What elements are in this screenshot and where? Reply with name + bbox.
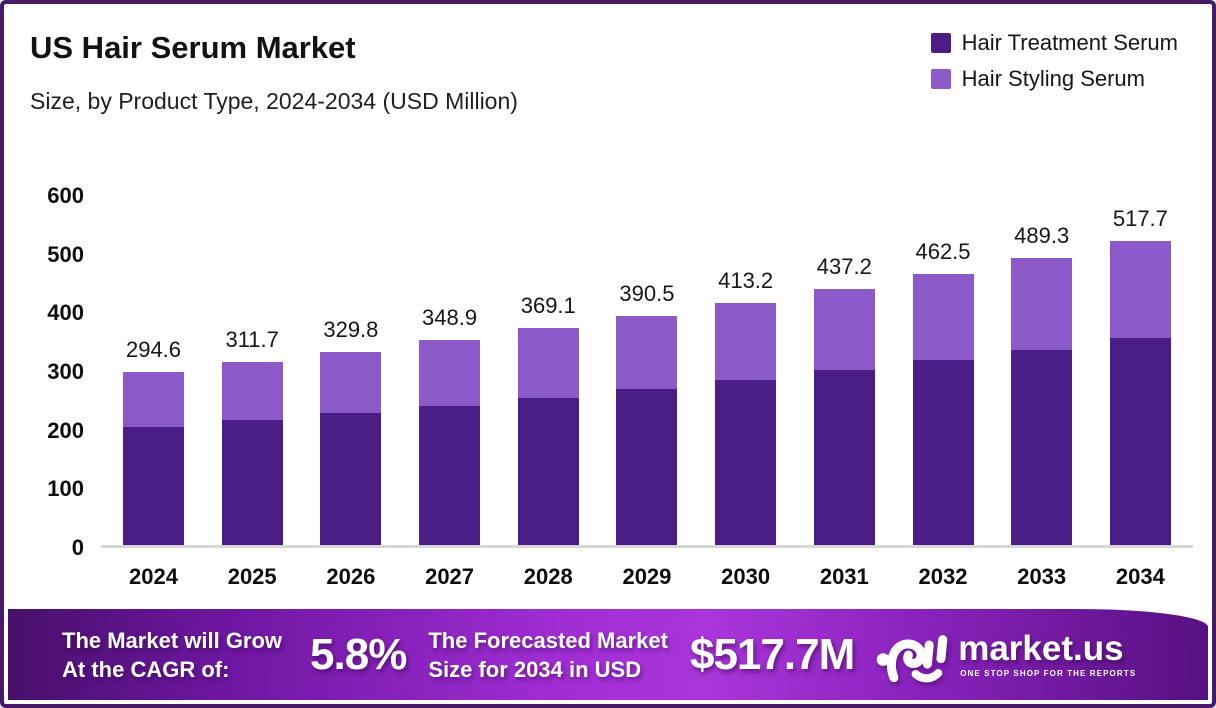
brand-name: market.us bbox=[958, 628, 1124, 668]
bar-segment-styling bbox=[1109, 241, 1171, 339]
y-tick-label: 600 bbox=[47, 183, 84, 208]
bar-segment-treatment bbox=[1109, 338, 1171, 545]
bar-total-label: 348.9 bbox=[422, 305, 478, 331]
bar-stack bbox=[221, 362, 283, 545]
bar-segment-treatment bbox=[616, 388, 678, 545]
x-axis-label-2034: 2034 bbox=[1115, 564, 1165, 589]
x-axis-label-2031: 2031 bbox=[819, 564, 869, 589]
bar-segment-styling bbox=[1011, 257, 1073, 350]
bar-stack bbox=[813, 288, 875, 545]
plot-area: 294.6 311.7 329.8 348.9 369.1 390.5 413.2 437.2… bbox=[101, 196, 1193, 548]
bar-stack bbox=[517, 328, 579, 545]
bar-group-2028: 369.1 bbox=[517, 293, 579, 545]
cagr-label-line1: The Market will Grow bbox=[62, 627, 283, 653]
bar-stack bbox=[1109, 241, 1171, 545]
bar-total-label: 517.7 bbox=[1112, 206, 1168, 232]
bar-group-2034: 517.7 bbox=[1109, 206, 1171, 545]
x-axis-label-2030: 2030 bbox=[721, 564, 771, 589]
x-axis-label-2033: 2033 bbox=[1017, 564, 1067, 589]
bar-group-2032: 462.5 bbox=[912, 238, 974, 545]
bar-stack bbox=[419, 340, 481, 545]
page-subtitle: Size, by Product Type, 2024-2034 (USD Mi… bbox=[30, 88, 518, 114]
bar-stack bbox=[1011, 257, 1073, 545]
x-axis-label-2027: 2027 bbox=[425, 564, 475, 589]
bar-stack bbox=[320, 351, 382, 545]
bar-total-label: 390.5 bbox=[619, 280, 675, 306]
summary-banner: The Market will Grow At the CAGR of: 5.8… bbox=[8, 609, 1208, 700]
x-axis-label-2024: 2024 bbox=[129, 564, 178, 589]
bar-stack bbox=[912, 273, 974, 545]
bar-segment-styling bbox=[320, 351, 382, 414]
cagr-value: 5.8% bbox=[310, 629, 407, 679]
bar-segment-treatment bbox=[1011, 349, 1073, 545]
bar-group-2024: 294.6 bbox=[123, 337, 184, 545]
bar-segment-styling bbox=[419, 340, 481, 406]
bar-segment-styling bbox=[123, 372, 184, 428]
bar-segment-treatment bbox=[517, 397, 579, 545]
bar-group-2031: 437.2 bbox=[813, 253, 875, 545]
bar-segment-treatment bbox=[813, 370, 875, 545]
x-axis-label-2032: 2032 bbox=[918, 564, 968, 589]
x-axis: 2024 2025 2026 2027 2028 2029 2030 2031 2032 2033… bbox=[101, 564, 1193, 590]
bar-segment-treatment bbox=[912, 360, 974, 545]
bar-stack bbox=[616, 315, 678, 545]
bar-total-label: 489.3 bbox=[1014, 222, 1070, 248]
y-tick-label: 300 bbox=[47, 359, 84, 384]
forecast-label: The Forecasted Market Size for 2034 in U… bbox=[428, 626, 668, 684]
bar-segment-treatment bbox=[715, 379, 777, 545]
y-tick-label: 200 bbox=[47, 417, 84, 443]
brand-logo: market.us ONE STOP SHOP FOR THE REPORTS bbox=[874, 626, 1136, 684]
brand-tagline: ONE STOP SHOP FOR THE REPORTS bbox=[960, 668, 1137, 678]
bar-segment-treatment bbox=[320, 413, 382, 545]
bar-segment-treatment bbox=[419, 405, 481, 545]
x-axis-label-2028: 2028 bbox=[523, 564, 573, 589]
legend-item-styling: Hair Styling Serum bbox=[930, 66, 1178, 92]
y-tick-label: 400 bbox=[47, 300, 84, 326]
bar-group-2026: 329.8 bbox=[320, 316, 382, 545]
legend-swatch-treatment bbox=[930, 33, 951, 53]
cagr-label-line2: At the CAGR of: bbox=[62, 656, 230, 682]
bar-total-label: 462.5 bbox=[915, 238, 971, 264]
bar-group-2029: 390.5 bbox=[616, 280, 678, 545]
bar-total-label: 437.2 bbox=[816, 253, 872, 279]
bar-segment-styling bbox=[616, 315, 678, 389]
bar-segment-styling bbox=[715, 302, 777, 380]
bar-segment-treatment bbox=[221, 420, 283, 545]
page-title: US Hair Serum Market bbox=[30, 30, 356, 65]
legend-label-styling: Hair Styling Serum bbox=[961, 66, 1145, 91]
x-axis-label-2025: 2025 bbox=[227, 564, 277, 589]
legend-label-treatment: Hair Treatment Serum bbox=[961, 30, 1178, 55]
bar-segment-styling bbox=[221, 362, 283, 421]
forecast-value: $517.7M bbox=[689, 629, 855, 679]
bar-segment-styling bbox=[813, 288, 875, 371]
marketus-logo-icon bbox=[876, 634, 948, 682]
y-tick-label: 100 bbox=[47, 476, 84, 502]
legend-swatch-styling bbox=[930, 69, 951, 89]
bar-group-2033: 489.3 bbox=[1011, 222, 1073, 545]
bar-group-2025: 311.7 bbox=[221, 327, 283, 545]
forecast-label-line2: Size for 2034 in USD bbox=[428, 656, 642, 682]
y-tick-label: 500 bbox=[47, 241, 84, 267]
brand-text: market.us ONE STOP SHOP FOR THE REPORTS bbox=[958, 628, 1137, 678]
bar-stack bbox=[715, 302, 777, 545]
bar-group-2030: 413.2 bbox=[715, 267, 777, 545]
bar-segment-styling bbox=[912, 273, 974, 361]
y-tick-label: 0 bbox=[71, 535, 84, 560]
x-axis-label-2026: 2026 bbox=[326, 564, 376, 589]
bar-total-label: 329.8 bbox=[323, 316, 379, 342]
forecast-label-line1: The Forecasted Market bbox=[428, 627, 668, 653]
legend-item-treatment: Hair Treatment Serum bbox=[930, 30, 1178, 56]
bar-group-2027: 348.9 bbox=[419, 305, 481, 545]
bar-stack bbox=[123, 372, 184, 545]
bar-segment-treatment bbox=[123, 427, 184, 545]
cagr-label: The Market will Grow At the CAGR of: bbox=[62, 626, 282, 684]
bar-total-label: 369.1 bbox=[520, 293, 576, 319]
x-axis-label-2029: 2029 bbox=[622, 564, 672, 589]
bar-total-label: 294.6 bbox=[125, 337, 182, 363]
legend: Hair Treatment Serum Hair Styling Serum bbox=[930, 30, 1178, 92]
bar-total-label: 311.7 bbox=[225, 327, 279, 353]
bar-segment-styling bbox=[517, 328, 579, 398]
bar-total-label: 413.2 bbox=[718, 267, 774, 293]
